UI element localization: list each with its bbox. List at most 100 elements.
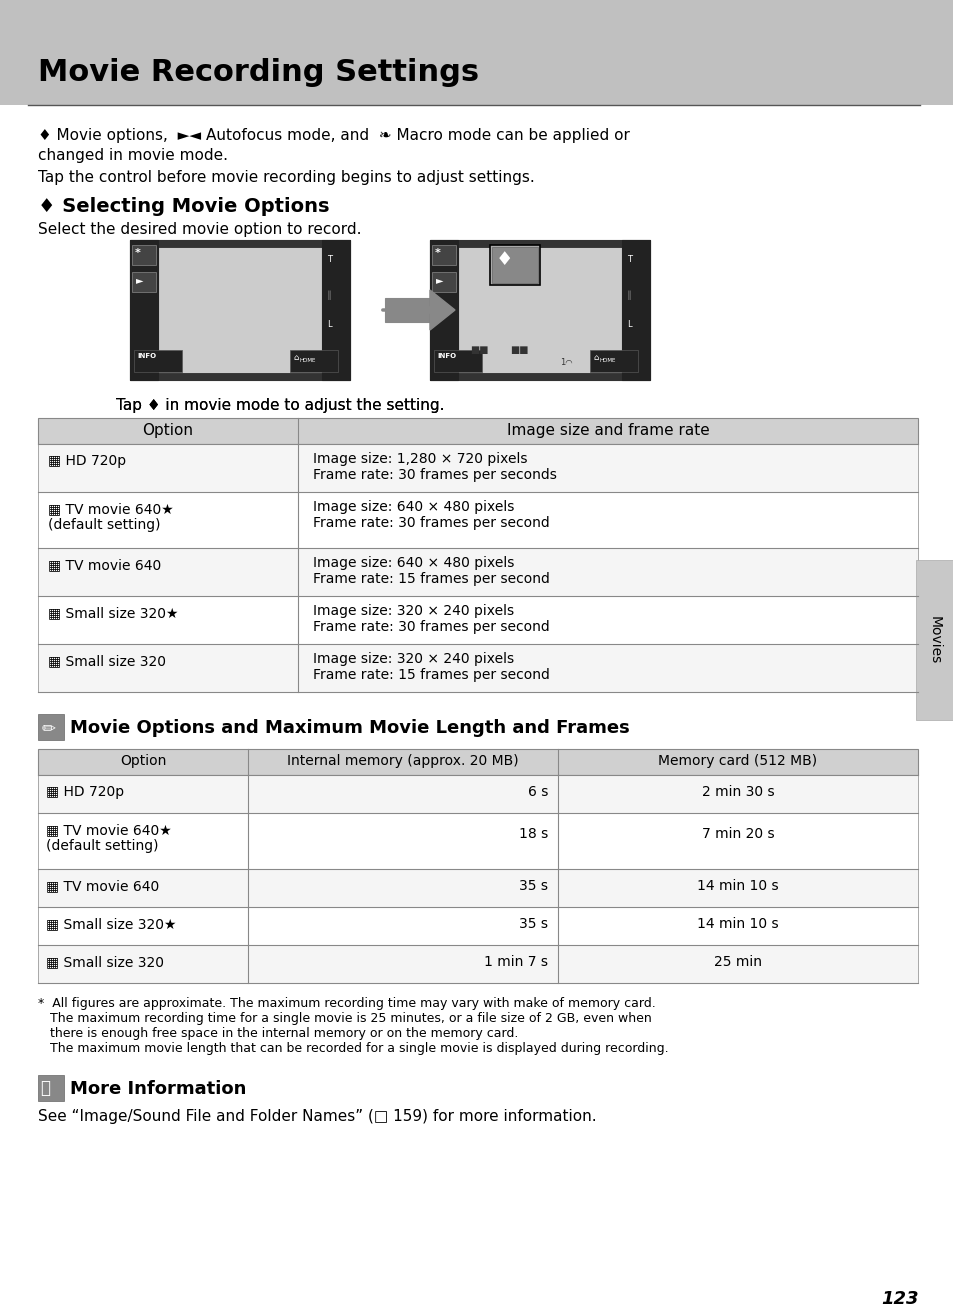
Text: The maximum movie length that can be recorded for a single movie is displayed du: The maximum movie length that can be rec… xyxy=(38,1042,668,1055)
Text: Image size: 1,280 × 720 pixels: Image size: 1,280 × 720 pixels xyxy=(313,452,527,466)
Text: ♦ Selecting Movie Options: ♦ Selecting Movie Options xyxy=(38,197,329,215)
Text: Image size and frame rate: Image size and frame rate xyxy=(506,423,709,438)
Bar xyxy=(915,560,953,720)
Text: Image size: 320 × 240 pixels: Image size: 320 × 240 pixels xyxy=(313,604,514,618)
Bar xyxy=(130,240,158,380)
Text: ⌂: ⌂ xyxy=(593,353,598,361)
Text: ▦ Small size 320: ▦ Small size 320 xyxy=(46,955,164,968)
Text: The maximum recording time for a single movie is 25 minutes, or a file size of 2: The maximum recording time for a single … xyxy=(38,1012,651,1025)
Bar xyxy=(38,869,917,907)
Bar xyxy=(38,548,917,597)
Bar xyxy=(0,0,953,105)
Text: Tap ♦ in movie mode to adjust the setting.: Tap ♦ in movie mode to adjust the settin… xyxy=(115,398,444,413)
Text: Frame rate: 15 frames per second: Frame rate: 15 frames per second xyxy=(313,668,549,682)
Bar xyxy=(38,1075,64,1101)
Text: Frame rate: 15 frames per second: Frame rate: 15 frames per second xyxy=(313,572,549,586)
Text: Image size: 640 × 480 pixels: Image size: 640 × 480 pixels xyxy=(313,556,514,570)
Text: 14 min 10 s: 14 min 10 s xyxy=(697,879,778,894)
Text: 18 s: 18 s xyxy=(518,827,547,841)
Bar xyxy=(38,644,917,692)
Bar xyxy=(38,491,917,548)
Text: HOME: HOME xyxy=(599,357,616,363)
Text: Frame rate: 30 frames per seconds: Frame rate: 30 frames per seconds xyxy=(313,468,557,482)
Text: ►: ► xyxy=(436,275,443,285)
Bar xyxy=(432,272,456,292)
Text: Memory card (512 MB): Memory card (512 MB) xyxy=(658,754,817,767)
Bar xyxy=(322,240,350,380)
Bar xyxy=(132,244,156,265)
Text: (default setting): (default setting) xyxy=(48,518,160,532)
Text: there is enough free space in the internal memory or on the memory card.: there is enough free space in the intern… xyxy=(38,1028,517,1039)
Text: ▦ TV movie 640: ▦ TV movie 640 xyxy=(46,879,159,894)
Text: ■■: ■■ xyxy=(470,346,488,355)
Text: Movie Options and Maximum Movie Length and Frames: Movie Options and Maximum Movie Length a… xyxy=(70,719,629,737)
Text: ▦ Small size 320★: ▦ Small size 320★ xyxy=(46,917,176,932)
Text: ⌂: ⌂ xyxy=(293,353,298,361)
Text: More Information: More Information xyxy=(70,1080,246,1099)
Bar xyxy=(434,350,481,372)
Bar xyxy=(132,272,156,292)
Text: Movies: Movies xyxy=(927,616,941,664)
Text: ♦ Movie options,  ►◄ Autofocus mode, and  ❧ Macro mode can be applied or: ♦ Movie options, ►◄ Autofocus mode, and … xyxy=(38,127,629,143)
Bar xyxy=(589,350,638,372)
Text: 35 s: 35 s xyxy=(518,879,547,894)
Text: Tap ♦ in movie mode to adjust the setting.: Tap ♦ in movie mode to adjust the settin… xyxy=(115,398,444,413)
Text: ♦: ♦ xyxy=(496,250,513,269)
Text: INFO: INFO xyxy=(137,353,156,359)
Bar xyxy=(490,244,539,285)
Bar xyxy=(430,240,457,380)
Text: Option: Option xyxy=(120,754,166,767)
Text: ║: ║ xyxy=(327,290,332,300)
Text: 35 s: 35 s xyxy=(518,917,547,932)
Text: Ⓜ: Ⓜ xyxy=(40,1079,50,1097)
Text: L: L xyxy=(626,321,631,328)
Bar xyxy=(38,714,64,740)
Bar xyxy=(621,240,649,380)
Text: ■■: ■■ xyxy=(510,346,528,355)
Bar xyxy=(130,240,350,380)
Text: *: * xyxy=(135,248,141,258)
Bar xyxy=(38,444,917,491)
Bar xyxy=(492,247,537,283)
Text: Internal memory (approx. 20 MB): Internal memory (approx. 20 MB) xyxy=(287,754,518,767)
Bar xyxy=(457,248,621,372)
Text: 14 min 10 s: 14 min 10 s xyxy=(697,917,778,932)
Text: ▦ TV movie 640★: ▦ TV movie 640★ xyxy=(48,502,173,516)
Bar xyxy=(385,298,430,322)
Polygon shape xyxy=(430,290,455,330)
Text: 123: 123 xyxy=(881,1290,918,1307)
Text: ✏: ✏ xyxy=(42,719,56,737)
Text: Select the desired movie option to record.: Select the desired movie option to recor… xyxy=(38,222,361,237)
Bar xyxy=(38,418,917,444)
Text: INFO: INFO xyxy=(436,353,456,359)
Bar xyxy=(290,350,337,372)
Text: *: * xyxy=(435,248,440,258)
Text: Image size: 640 × 480 pixels: Image size: 640 × 480 pixels xyxy=(313,501,514,514)
Bar xyxy=(38,749,917,775)
Bar xyxy=(158,248,322,372)
Bar xyxy=(38,945,917,983)
Text: T: T xyxy=(327,255,332,264)
Text: 25 min: 25 min xyxy=(713,955,761,968)
Text: Movie Recording Settings: Movie Recording Settings xyxy=(38,58,478,87)
Bar xyxy=(38,907,917,945)
Text: (default setting): (default setting) xyxy=(46,840,158,853)
Bar xyxy=(133,350,182,372)
Text: 7 min 20 s: 7 min 20 s xyxy=(701,827,774,841)
Text: *  All figures are approximate. The maximum recording time may vary with make of: * All figures are approximate. The maxim… xyxy=(38,997,655,1010)
Text: ▦ Small size 320★: ▦ Small size 320★ xyxy=(48,606,178,620)
Text: ║: ║ xyxy=(626,290,631,300)
Text: Tap the control before movie recording begins to adjust settings.: Tap the control before movie recording b… xyxy=(38,170,535,185)
Text: 1◠: 1◠ xyxy=(559,357,572,367)
Text: Frame rate: 30 frames per second: Frame rate: 30 frames per second xyxy=(313,620,549,633)
Text: ▦ TV movie 640★: ▦ TV movie 640★ xyxy=(46,823,172,837)
Text: Image size: 320 × 240 pixels: Image size: 320 × 240 pixels xyxy=(313,652,514,666)
Text: 2 min 30 s: 2 min 30 s xyxy=(701,784,774,799)
Text: ▦ Small size 320: ▦ Small size 320 xyxy=(48,654,166,668)
Text: T: T xyxy=(626,255,631,264)
Bar xyxy=(430,240,649,380)
Bar xyxy=(432,244,456,265)
Text: L: L xyxy=(327,321,332,328)
Bar xyxy=(38,597,917,644)
Text: changed in movie mode.: changed in movie mode. xyxy=(38,148,228,163)
